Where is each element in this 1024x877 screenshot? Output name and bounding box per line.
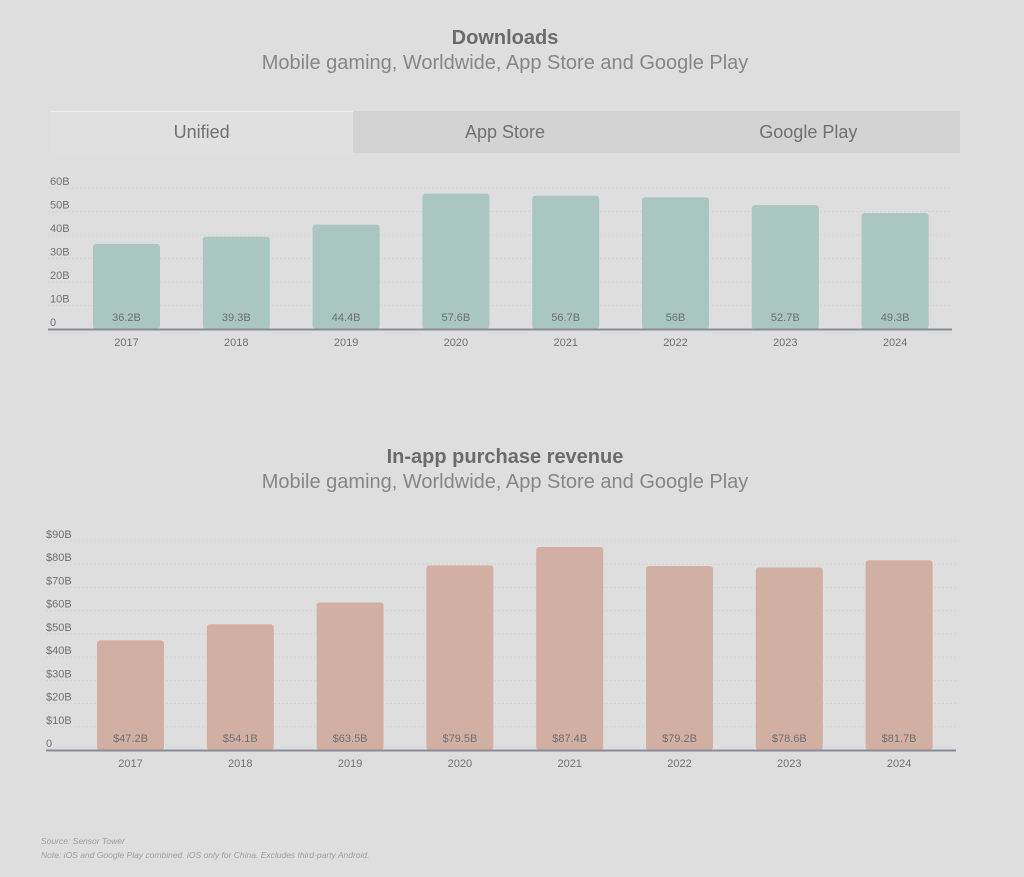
revenue-value-label: $54.1B — [223, 733, 258, 745]
revenue-value-label: $63.5B — [333, 733, 368, 745]
downloads-value-label: 52.7B — [771, 312, 800, 324]
downloads-xtick-label: 2022 — [663, 337, 687, 349]
downloads-xtick-label: 2017 — [114, 337, 138, 349]
revenue-value-label: $79.5B — [442, 733, 477, 745]
revenue-title: In-app purchase revenue — [386, 446, 624, 468]
downloads-subtitle: Mobile gaming, Worldwide, App Store and … — [261, 52, 749, 74]
revenue-ytick-label: $50B — [46, 622, 72, 634]
downloads-xtick-label: 2019 — [334, 337, 358, 349]
revenue-ytick-label: $20B — [46, 692, 72, 704]
downloads-bar — [532, 195, 600, 329]
downloads-value-label: 56.7B — [551, 312, 580, 324]
tab-unified[interactable]: Unified — [50, 111, 354, 153]
revenue-ytick-label: $70B — [46, 575, 72, 587]
downloads-value-label: 44.4B — [332, 312, 361, 324]
revenue-ytick-label: $40B — [46, 645, 72, 657]
revenue-ytick-label: 0 — [46, 738, 52, 750]
revenue-bar — [755, 567, 823, 750]
downloads-xtick-label: 2024 — [883, 337, 907, 349]
downloads-bar — [422, 193, 490, 329]
downloads-ytick-label: 0 — [50, 317, 56, 329]
downloads-ytick-label: 30B — [50, 247, 70, 259]
revenue-value-label: $81.7B — [882, 733, 917, 745]
revenue-xtick-label: 2017 — [118, 758, 142, 770]
revenue-value-label: $87.4B — [552, 733, 587, 745]
downloads-bar — [202, 236, 270, 329]
downloads-ytick-label: 20B — [50, 270, 70, 282]
downloads-value-label: 39.3B — [222, 312, 251, 324]
revenue-value-label: $79.2B — [662, 733, 697, 745]
revenue-xtick-label: 2024 — [887, 758, 911, 770]
downloads-bar — [312, 224, 380, 329]
revenue-bar — [97, 640, 164, 750]
revenue-subtitle: Mobile gaming, Worldwide, App Store and … — [261, 471, 749, 493]
revenue-value-label: $78.6B — [772, 733, 807, 745]
revenue-value-label: $47.2B — [113, 733, 148, 745]
downloads-value-label: 57.6B — [442, 312, 471, 324]
downloads-bar — [751, 205, 819, 329]
revenue-bar — [646, 566, 713, 750]
revenue-ytick-label: $10B — [46, 715, 72, 727]
revenue-bar — [536, 547, 604, 750]
downloads-ytick-label: 50B — [50, 200, 70, 212]
revenue-ytick-label: $90B — [46, 529, 72, 541]
revenue-ytick-label: $80B — [46, 552, 72, 564]
revenue-xtick-label: 2022 — [667, 758, 691, 770]
downloads-bar — [642, 197, 709, 329]
revenue-xtick-label: 2019 — [338, 758, 362, 770]
downloads-bar — [93, 243, 160, 329]
revenue-bar — [316, 602, 384, 750]
downloads-value-label: 49.3B — [881, 312, 910, 324]
platform-tabs: Unified App Store Google Play — [50, 111, 960, 153]
downloads-bar — [861, 213, 929, 329]
revenue-bar — [426, 565, 494, 750]
revenue-bar — [865, 560, 933, 750]
methodology-note: Note: iOS and Google Play combined. iOS … — [41, 850, 370, 860]
downloads-value-label: 56B — [666, 312, 686, 324]
downloads-xtick-label: 2021 — [553, 337, 577, 349]
revenue-xtick-label: 2018 — [228, 758, 252, 770]
downloads-ytick-label: 10B — [50, 294, 70, 306]
revenue-bar — [206, 624, 274, 750]
revenue-xtick-label: 2023 — [777, 758, 801, 770]
tab-app-store[interactable]: App Store — [464, 121, 546, 142]
revenue-xtick-label: 2020 — [448, 758, 472, 770]
revenue-xtick-label: 2021 — [557, 758, 581, 770]
revenue-ytick-label: $30B — [46, 668, 72, 680]
downloads-ytick-label: 40B — [50, 223, 70, 235]
revenue-ytick-label: $60B — [46, 599, 72, 611]
downloads-xtick-label: 2023 — [773, 337, 797, 349]
downloads-xtick-label: 2018 — [224, 337, 248, 349]
downloads-xtick-label: 2020 — [444, 337, 468, 349]
tab-google-play[interactable]: Google Play — [759, 121, 858, 142]
downloads-ytick-label: 60B — [50, 176, 70, 188]
downloads-value-label: 36.2B — [112, 312, 141, 324]
downloads-title: Downloads — [451, 27, 559, 49]
source-note: Source: Sensor Tower — [41, 836, 125, 846]
